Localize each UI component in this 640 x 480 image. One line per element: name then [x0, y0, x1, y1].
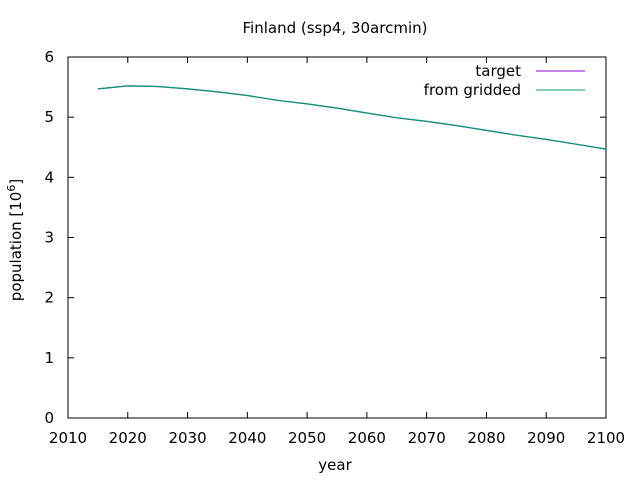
x-axis-label: year — [318, 456, 352, 474]
series-layer — [97, 85, 607, 150]
legend-label-from-gridded: from gridded — [424, 81, 521, 99]
chart-title: Finland (ssp4, 30arcmin) — [243, 19, 428, 37]
x-tick-label: 2030 — [168, 429, 206, 447]
x-tick-label: 2060 — [348, 429, 386, 447]
x-tick-label: 2010 — [49, 429, 87, 447]
y-tick-label: 6 — [44, 48, 54, 66]
x-axis-ticks: 2010 2020 2030 2040 2050 2060 2070 2080 2090 2100 — [49, 57, 625, 447]
series-line-target — [97, 85, 607, 150]
y-tick-label: 0 — [44, 409, 54, 427]
y-tick-label: 1 — [44, 349, 54, 367]
x-tick-label: 2020 — [109, 429, 147, 447]
y-axis-label-main: population [10 — [7, 192, 25, 302]
y-tick-label: 2 — [44, 289, 54, 307]
x-tick-label: 2080 — [467, 429, 505, 447]
plot-frame — [67, 56, 607, 419]
x-tick-label: 2070 — [408, 429, 446, 447]
y-axis-label-close: ] — [7, 179, 25, 185]
x-tick-label: 2090 — [527, 429, 565, 447]
x-tick-label: 2100 — [587, 429, 625, 447]
legend-label-target: target — [475, 62, 521, 80]
y-tick-label: 3 — [44, 229, 54, 247]
y-tick-label: 4 — [44, 168, 54, 186]
series-line-from-gridded — [97, 85, 607, 150]
y-axis-label-exponent: 6 — [5, 185, 18, 192]
x-tick-label: 2050 — [288, 429, 326, 447]
x-tick-label: 2040 — [228, 429, 266, 447]
y-axis-ticks: 0 1 2 3 4 5 6 — [44, 48, 606, 427]
y-tick-label: 5 — [44, 108, 54, 126]
legend: target from gridded — [424, 62, 585, 99]
y-axis-label: population [106] — [5, 179, 25, 301]
